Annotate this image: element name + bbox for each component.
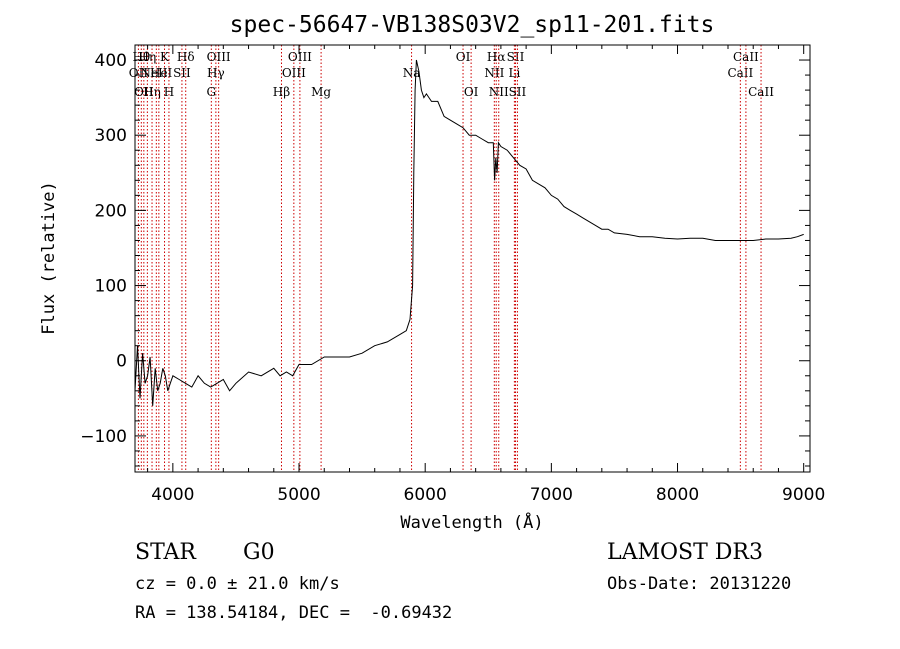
emission-line-label: SII bbox=[173, 66, 191, 80]
emission-line-label: OI bbox=[456, 50, 471, 64]
x-axis-label: Wavelength (Å) bbox=[400, 511, 543, 533]
spectrum-line bbox=[134, 59, 804, 406]
x-tick-label: 7000 bbox=[530, 485, 573, 505]
y-tick-label: 300 bbox=[95, 126, 127, 146]
emission-line-label: Hδ bbox=[177, 50, 195, 64]
survey-name: LAMOST DR3 bbox=[607, 540, 763, 565]
emission-line-label: SII bbox=[509, 85, 527, 99]
emission-line-label: OIII bbox=[207, 50, 231, 64]
emission-line-label: OI bbox=[464, 85, 479, 99]
emission-line-label: CaII bbox=[733, 50, 759, 64]
y-tick-label: 200 bbox=[95, 201, 127, 221]
emission-line-markers: OIIHθOIIHηHηNeIIIHeKHSIIHδGHγOIIIHβOIIIO… bbox=[129, 45, 774, 472]
emission-line-label: Hα bbox=[487, 50, 506, 64]
x-tick-label: 9000 bbox=[782, 485, 825, 505]
y-tick-label: 100 bbox=[95, 277, 127, 297]
y-tick-label: 400 bbox=[95, 51, 127, 71]
plot-frame bbox=[134, 44, 811, 473]
emission-line-label: Li bbox=[508, 66, 520, 80]
x-tick-label: 5000 bbox=[277, 485, 320, 505]
emission-line-label: CaII bbox=[727, 66, 753, 80]
emission-line-label: He bbox=[150, 66, 168, 80]
emission-line-label: Hη bbox=[143, 85, 161, 99]
emission-line-label: Hγ bbox=[207, 66, 225, 80]
emission-line-label: K bbox=[160, 50, 170, 64]
emission-line-label: CaII bbox=[748, 85, 774, 99]
y-tick-label: −100 bbox=[80, 427, 127, 447]
x-tick-label: 6000 bbox=[404, 485, 447, 505]
emission-line-label: OIII bbox=[288, 50, 312, 64]
y-axis-label: Flux (relative) bbox=[39, 181, 59, 335]
obs-date: Obs-Date: 20131220 bbox=[607, 574, 792, 594]
emission-line-label: NII bbox=[484, 66, 504, 80]
emission-line-label: H bbox=[164, 85, 174, 99]
coordinates: RA = 138.54184, DEC = -0.69432 bbox=[135, 603, 453, 623]
x-tick-label: 4000 bbox=[151, 485, 194, 505]
emission-line-label: Mg bbox=[311, 85, 331, 99]
x-tick-label: 8000 bbox=[656, 485, 699, 505]
object-class: STAR bbox=[135, 540, 196, 565]
axis-ticks: 4000 5000 6000 7000 8000 9000 −100 0 100 200 300 40… bbox=[80, 44, 825, 505]
redshift-text: cz = 0.0 ± 21.0 km/s bbox=[135, 574, 340, 594]
emission-line-label: OIII bbox=[282, 66, 306, 80]
y-tick-label: 0 bbox=[116, 352, 127, 372]
emission-line-label: NII bbox=[489, 85, 509, 99]
emission-line-label: OII bbox=[134, 85, 154, 99]
chart-title: spec-56647-VB138S03V2_sp11-201.fits bbox=[230, 12, 715, 38]
emission-line-label: SII bbox=[507, 50, 525, 64]
emission-line-label: Hη bbox=[139, 50, 157, 64]
emission-line-label: G bbox=[207, 85, 217, 99]
emission-line-label: Hβ bbox=[273, 85, 290, 99]
spectral-subclass: G0 bbox=[243, 540, 275, 565]
